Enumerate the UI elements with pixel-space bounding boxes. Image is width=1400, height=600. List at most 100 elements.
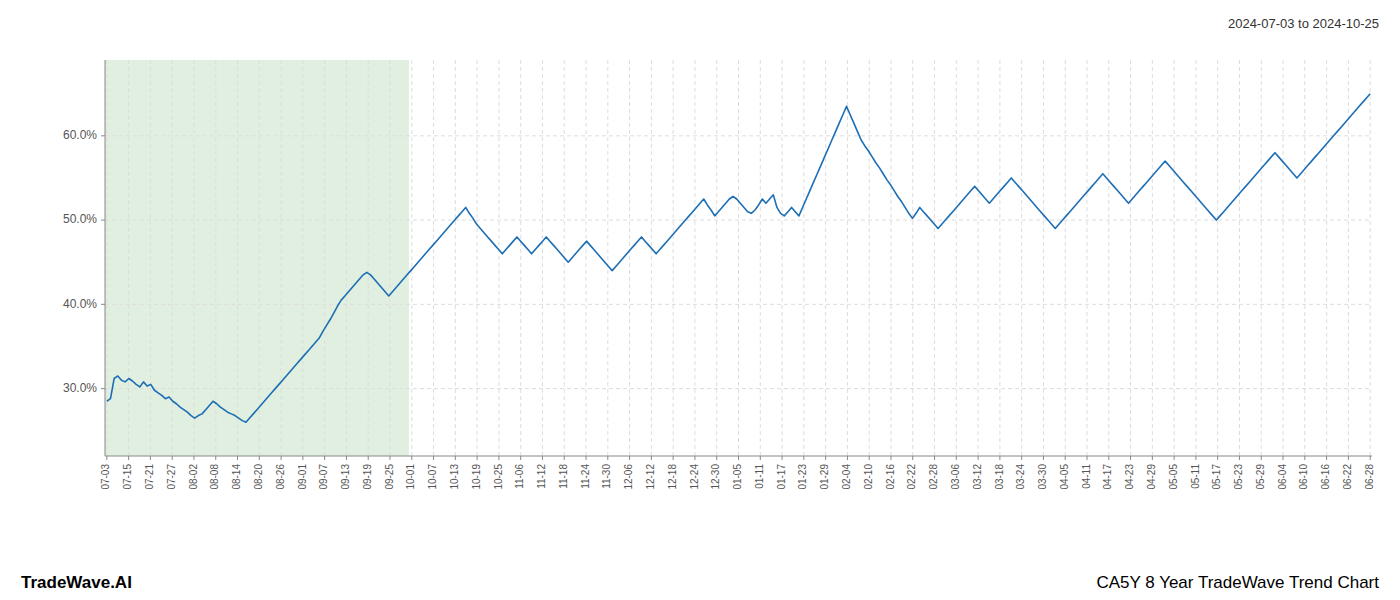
grid-line-x [1174, 60, 1175, 456]
grid-line-y [105, 135, 1372, 136]
x-tick [1152, 456, 1153, 460]
series [107, 94, 1370, 423]
x-tick [346, 456, 347, 460]
y-tick [101, 304, 105, 305]
grid-line-x [1239, 60, 1240, 456]
x-tick [477, 456, 478, 460]
x-tick-label: 04-29 [1146, 464, 1157, 490]
x-tick [825, 456, 826, 460]
title: CA5Y 8 Year TradeWave Trend Chart [1096, 573, 1379, 592]
grid-line-x [215, 60, 216, 456]
grid-line-x [1326, 60, 1327, 456]
grid-line-x [890, 60, 891, 456]
grid-line-x [847, 60, 848, 456]
x-tick-label: 10-01 [405, 464, 416, 490]
x-tick-label: 09-07 [318, 464, 329, 490]
x-tick-label: 05-23 [1233, 464, 1244, 490]
grid-line-x [237, 60, 238, 456]
x-tick-label: 04-11 [1081, 464, 1092, 489]
x-tick [150, 456, 151, 460]
x-tick-label: 09-01 [297, 464, 308, 490]
x-tick-label: 03-24 [1015, 464, 1026, 490]
x-tick-label: 02-16 [885, 464, 896, 490]
x-tick [912, 456, 913, 460]
x-tick-label: 12-06 [623, 464, 634, 490]
x-tick-label: 01-11 [754, 464, 765, 489]
grid-line-x [324, 60, 325, 456]
grid-line-x [1087, 60, 1088, 456]
x-tick-label: 04-17 [1102, 464, 1113, 490]
x-tick [999, 456, 1000, 460]
grid-line-x [869, 60, 870, 456]
x-tick-label: 07-03 [100, 464, 111, 490]
grid-line-x [1152, 60, 1153, 456]
grid-line-x [433, 60, 434, 456]
x-tick-label: 08-14 [231, 464, 242, 490]
x-tick-label: 04-23 [1124, 464, 1135, 490]
y-tick-label: 30.0% [63, 381, 97, 395]
grid-line-x [1370, 60, 1371, 456]
x-tick-label: 11-06 [514, 464, 525, 489]
y-tick [101, 135, 105, 136]
x-tick [1021, 456, 1022, 460]
x-tick-label: 10-19 [471, 464, 482, 490]
grid-line-x [1261, 60, 1262, 456]
x-tick [1065, 456, 1066, 460]
grid-line-x [411, 60, 412, 456]
x-tick [259, 456, 260, 460]
x-tick-label: 10-25 [493, 464, 504, 490]
x-tick [956, 456, 957, 460]
x-tick [281, 456, 282, 460]
x-tick [978, 456, 979, 460]
y-tick [101, 388, 105, 389]
grid-line-x [586, 60, 587, 456]
x-tick [586, 456, 587, 460]
grid-line-x [281, 60, 282, 456]
x-tick [520, 456, 521, 460]
x-tick [1217, 456, 1218, 460]
x-tick [1195, 456, 1196, 460]
x-tick [760, 456, 761, 460]
x-tick [934, 456, 935, 460]
x-tick-label: 02-28 [928, 464, 939, 490]
x-tick [433, 456, 434, 460]
grid-line-x [128, 60, 129, 456]
grid-line-y [105, 220, 1372, 221]
x-tick [106, 456, 107, 460]
x-tick [890, 456, 891, 460]
grid-line-x [477, 60, 478, 456]
x-tick [1043, 456, 1044, 460]
grid-line-y [105, 388, 1372, 389]
grid-line-x [956, 60, 957, 456]
x-tick-label: 03-12 [972, 464, 983, 490]
grid-line-x [629, 60, 630, 456]
grid-line-x [825, 60, 826, 456]
x-tick-label: 03-30 [1037, 464, 1048, 490]
grid-line-x [498, 60, 499, 456]
x-tick-label: 04-05 [1059, 464, 1070, 490]
x-tick [128, 456, 129, 460]
grid-line-x [651, 60, 652, 456]
x-tick [629, 456, 630, 460]
x-tick-label: 06-10 [1298, 464, 1309, 490]
y-tick-label: 40.0% [63, 297, 97, 311]
x-tick [542, 456, 543, 460]
x-tick-label: 01-05 [732, 464, 743, 490]
x-tick [694, 456, 695, 460]
grid-line-x [106, 60, 107, 456]
grid-line-x [1283, 60, 1284, 456]
x-tick-label: 09-25 [384, 464, 395, 490]
x-tick [389, 456, 390, 460]
x-tick [498, 456, 499, 460]
x-tick-label: 05-17 [1211, 464, 1222, 490]
x-tick-label: 06-22 [1342, 464, 1353, 490]
x-tick [716, 456, 717, 460]
grid-line-x [738, 60, 739, 456]
grid-line-x [542, 60, 543, 456]
x-tick-label: 09-19 [362, 464, 373, 490]
x-tick-label: 06-16 [1320, 464, 1331, 490]
x-tick-label: 06-04 [1277, 464, 1288, 490]
chart: 30.0%40.0%50.0%60.0%07-0307-1507-2107-27… [0, 0, 1400, 600]
grid-line-x [1130, 60, 1131, 456]
x-tick [1174, 456, 1175, 460]
